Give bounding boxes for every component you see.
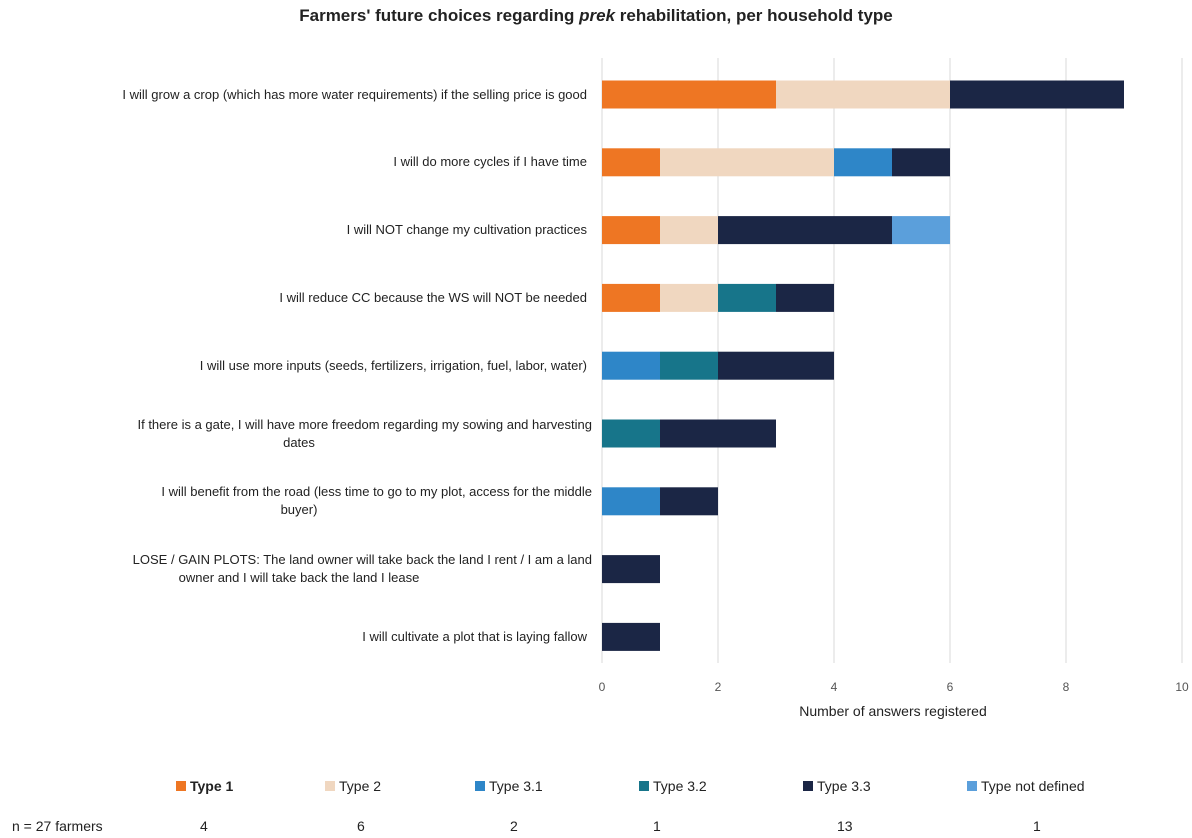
bar-segment: [602, 148, 660, 177]
legend-label: Type not defined: [981, 778, 1085, 794]
x-tick-label: 10: [1175, 680, 1189, 694]
legend-item-type-not-defined: Type not defined: [967, 778, 1085, 794]
legend-label: Type 3.2: [653, 778, 707, 794]
farmer-counts-row: n = 27 farmers 4 6 2 1 13 1: [0, 818, 1192, 838]
category-label: LOSE / GAIN PLOTS: The land owner will t…: [132, 552, 592, 586]
bar-segment: [602, 555, 660, 584]
count-type-1: 4: [200, 818, 208, 834]
bar-segment: [660, 351, 718, 380]
category-label: I will reduce CC because the WS will NOT…: [279, 289, 587, 305]
legend-label: Type 3.1: [489, 778, 543, 794]
bar-segment: [602, 487, 660, 516]
legend-label: Type 1: [190, 778, 234, 794]
legend-swatch: [967, 781, 977, 791]
x-axis-label: Number of answers registered: [799, 703, 987, 719]
x-tick-label: 0: [599, 680, 606, 694]
n-farmers-label: n = 27 farmers: [12, 818, 103, 834]
legend-label: Type 2: [339, 778, 382, 794]
bar-segment: [602, 419, 660, 448]
legend-swatch: [176, 781, 186, 791]
bar-segment: [660, 283, 718, 312]
legend-swatch: [325, 781, 335, 791]
category-label: I will cultivate a plot that is laying f…: [362, 628, 587, 644]
bar-segment: [892, 148, 950, 177]
bar-segment: [602, 80, 776, 109]
bar-segment: [660, 148, 834, 177]
bar-segment: [660, 419, 776, 448]
bar-segment: [602, 283, 660, 312]
bar-segment: [718, 216, 892, 245]
count-type-3-1: 2: [510, 818, 518, 834]
category-label: I will NOT change my cultivation practic…: [346, 222, 587, 238]
x-tick-label: 8: [1063, 680, 1070, 694]
bar-segment: [718, 283, 776, 312]
bar-segment: [950, 80, 1124, 109]
category-label: I will benefit from the road (less time …: [161, 484, 592, 518]
category-label: If there is a gate, I will have more fre…: [137, 416, 592, 450]
bar-segment: [892, 216, 950, 245]
legend-item-type-1: Type 1: [176, 778, 233, 794]
count-type-not-defined: 1: [1033, 818, 1041, 834]
legend-swatch: [639, 781, 649, 791]
count-type-3-3: 13: [837, 818, 853, 834]
legend-item-type-2: Type 2: [325, 778, 381, 794]
legend-swatch: [475, 781, 485, 791]
bar-segment: [602, 351, 660, 380]
bar-segment: [718, 351, 834, 380]
legend: Type 1 Type 2 Type 3.1 Type 3.2 Type 3.3…: [0, 778, 1192, 802]
category-label: I will use more inputs (seeds, fertilize…: [199, 357, 587, 373]
chart-title: Farmers' future choices regarding prek r…: [299, 6, 893, 25]
legend-label: Type 3.3: [817, 778, 871, 794]
x-tick-label: 2: [715, 680, 722, 694]
legend-item-type-3-2: Type 3.2: [639, 778, 707, 794]
bar-segment: [834, 148, 892, 177]
bar-segment: [660, 216, 718, 245]
stacked-bar-chart: 0 2 4 6 8 10 Number of answers registered: [599, 58, 1189, 719]
bar-segment: [660, 487, 718, 516]
count-type-2: 6: [357, 818, 365, 834]
bar-segment: [602, 216, 660, 245]
legend-swatch: [803, 781, 813, 791]
bar-segment: [776, 283, 834, 312]
legend-item-type-3-3: Type 3.3: [803, 778, 871, 794]
legend-item-type-3-1: Type 3.1: [475, 778, 543, 794]
count-type-3-2: 1: [653, 818, 661, 834]
bar-segment: [602, 622, 660, 651]
bar-segment: [776, 80, 950, 109]
x-tick-label: 4: [831, 680, 838, 694]
category-label: I will grow a crop (which has more water…: [122, 86, 587, 102]
x-tick-label: 6: [947, 680, 954, 694]
category-label: I will do more cycles if I have time: [393, 154, 587, 170]
